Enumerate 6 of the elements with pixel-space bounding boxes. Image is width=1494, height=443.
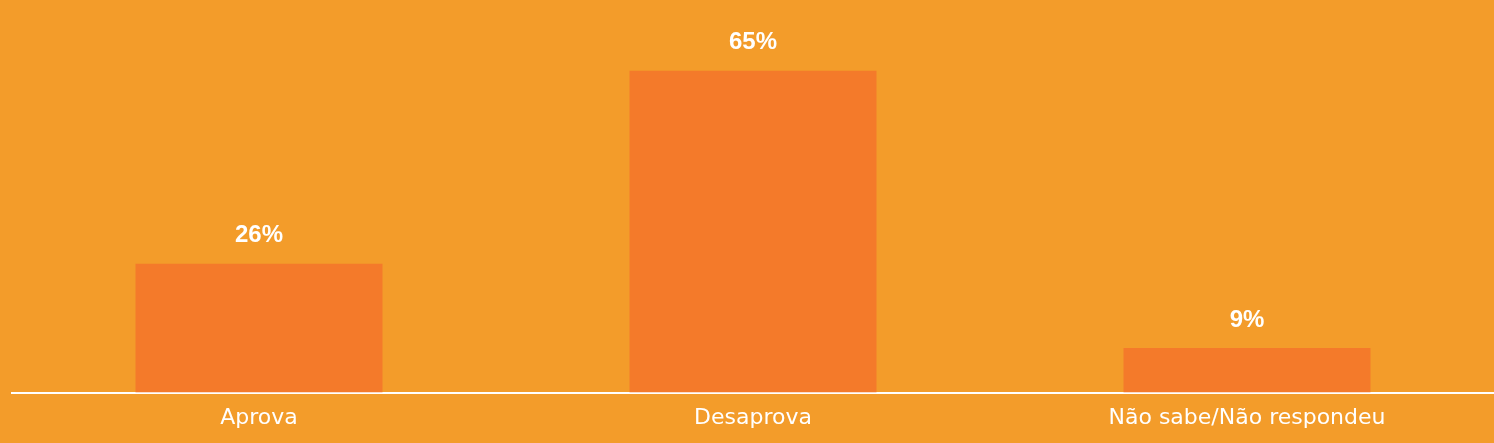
- x-tick-label: Não sabe/Não respondeu: [1108, 403, 1386, 429]
- x-tick-label: Desaprova: [694, 403, 812, 429]
- data-label: 65%: [728, 27, 778, 55]
- data-label: 9%: [1229, 304, 1265, 332]
- x-tick-label: Aprova: [220, 403, 298, 429]
- data-label: 26%: [234, 220, 284, 248]
